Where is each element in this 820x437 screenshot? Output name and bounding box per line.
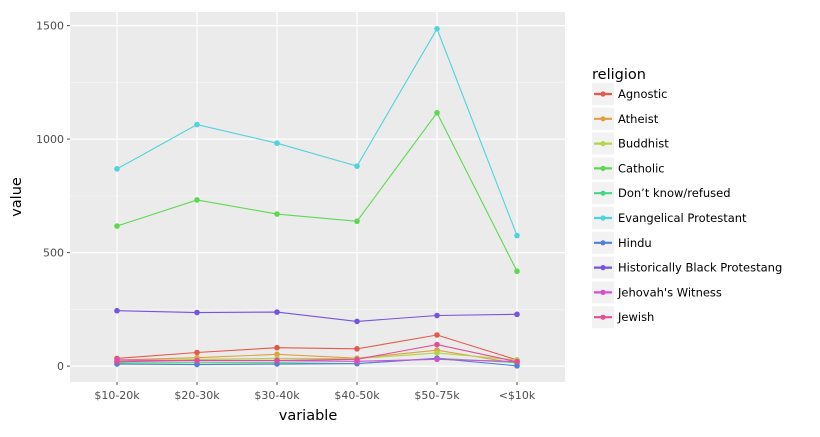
data-point (274, 351, 280, 358)
data-point (274, 211, 280, 217)
series-line (116, 349, 518, 364)
major-gridlines (70, 12, 565, 382)
legend-item: Don’t know/refused (592, 182, 731, 205)
data-point (434, 109, 440, 116)
y-tick-label: 1000 (36, 133, 64, 146)
legend-label: Jewish (617, 310, 654, 324)
data-point (514, 311, 520, 318)
legend-items: Agnostic Atheist Buddhist Catholic Don’t kno… (592, 83, 782, 329)
legend-item: Historically Black Protestang (592, 256, 782, 279)
legend-key-point (600, 91, 606, 97)
x-tick-label: $30-40k (254, 389, 300, 402)
legend-key-point (600, 141, 606, 147)
y-axis-title: value (9, 177, 25, 217)
legend-item: Buddhist (592, 132, 669, 155)
data-point (514, 232, 520, 239)
data-point (194, 361, 200, 368)
data-point (274, 357, 280, 364)
legend-label: Jehovah's Witness (617, 285, 722, 299)
y-tick-label: 500 (43, 247, 64, 260)
legend-item: Atheist (592, 107, 659, 130)
legend-key-point (600, 215, 606, 221)
data-point (274, 309, 280, 315)
panel-background (70, 12, 565, 382)
legend-label: Buddhist (618, 137, 669, 151)
series-line (116, 111, 518, 272)
data-point (194, 357, 200, 364)
legend-item: Catholic (592, 157, 665, 180)
data-point (514, 268, 520, 275)
series-points (114, 25, 520, 369)
x-tick-label: <$10k (499, 389, 536, 402)
legend-label: Don’t know/refused (618, 186, 731, 200)
data-point (114, 166, 120, 172)
data-point (434, 332, 440, 338)
series-line (116, 27, 518, 236)
data-point (434, 350, 440, 356)
x-axis: $10-20k $20-30k $30-40k $40-50k $50-75k <$10k (94, 382, 536, 402)
data-point (514, 358, 520, 365)
series-lines (116, 27, 518, 367)
data-point (274, 344, 280, 351)
y-tick-label: 1500 (36, 20, 64, 33)
data-point (274, 140, 280, 147)
series-line (116, 310, 518, 322)
data-point (194, 309, 200, 316)
data-point (354, 218, 360, 225)
x-tick-label: $40-50k (334, 389, 380, 402)
y-tick-label: 0 (57, 360, 64, 373)
legend-item: Hindu (592, 231, 652, 254)
minor-gridlines (70, 82, 565, 310)
legend: religion Agnostic Atheist Buddhist Catholic… (592, 67, 782, 329)
data-point (354, 318, 360, 325)
data-point (434, 341, 440, 348)
x-axis-title: variable (279, 408, 338, 424)
data-point (354, 346, 360, 352)
legend-key-point (600, 265, 606, 271)
x-tick-label: $20-30k (174, 389, 220, 402)
legend-label: Atheist (618, 112, 659, 126)
data-point (514, 363, 520, 369)
data-point (434, 356, 440, 363)
data-point (194, 349, 200, 356)
legend-key-point (600, 165, 606, 171)
data-point (114, 358, 120, 365)
data-point (434, 312, 440, 319)
series-line (116, 343, 518, 363)
legend-label: Historically Black Protestang (618, 261, 782, 275)
legend-label: Evangelical Protestant (618, 211, 747, 225)
data-point (354, 356, 360, 363)
data-point (434, 25, 440, 32)
data-point (354, 163, 360, 169)
legend-key-point (600, 240, 606, 246)
x-tick-label: $10-20k (94, 389, 140, 402)
y-axis: 0 500 1000 1500 (36, 20, 70, 373)
legend-key-point (600, 190, 606, 196)
series-line (116, 357, 518, 365)
data-point (114, 223, 120, 229)
legend-key-point (600, 314, 606, 320)
legend-label: Hindu (618, 236, 652, 250)
legend-item: Jewish (592, 306, 654, 329)
x-tick-label: $50-75k (414, 389, 460, 402)
legend-label: Catholic (618, 161, 665, 175)
legend-item: Jehovah's Witness (592, 281, 722, 304)
legend-title: religion (592, 67, 646, 83)
legend-key-point (600, 289, 606, 295)
series-line (116, 334, 518, 361)
data-point (114, 307, 120, 314)
legend-key-point (600, 116, 606, 122)
legend-label: Agnostic (618, 87, 668, 101)
series-line (116, 352, 518, 362)
legend-item: Evangelical Protestant (592, 207, 747, 229)
data-point (194, 197, 200, 203)
legend-item: Agnostic (592, 83, 668, 105)
data-point (194, 121, 200, 128)
